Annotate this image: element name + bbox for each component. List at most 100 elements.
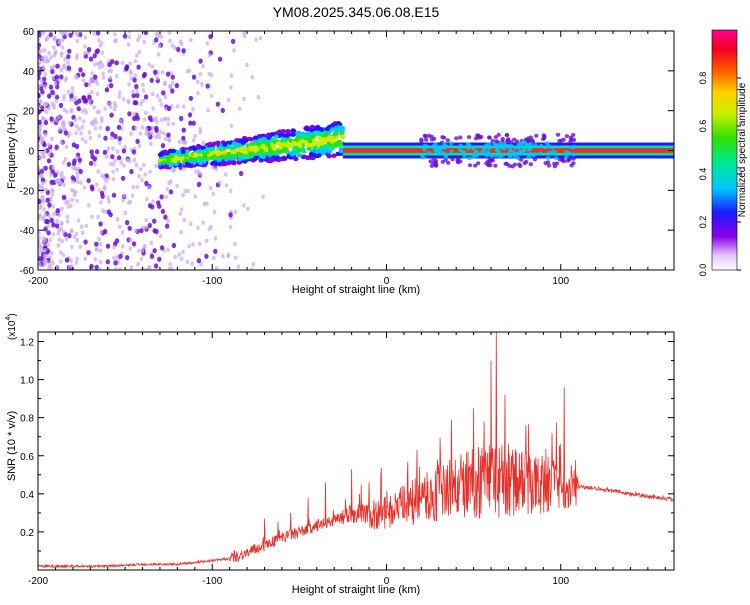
spectrogram-cell: [110, 154, 115, 160]
spectrogram-cell: [150, 91, 155, 97]
spectrogram-cell: [285, 143, 291, 149]
spectrogram-cell: [122, 33, 128, 39]
snr-multiplier-exponent: 4: [5, 317, 12, 321]
spectrogram-cell: [208, 34, 213, 40]
spectrogram-cell: [156, 34, 160, 39]
spectrogram-cell: [64, 200, 68, 206]
spectrogram-cell: [295, 131, 301, 136]
spectrogram-cell: [38, 252, 41, 258]
spectrogram-cell: [98, 43, 103, 48]
spectrogram-cell: [442, 145, 447, 150]
spectrogram-cell: [108, 104, 113, 110]
spectrogram-cell: [90, 186, 95, 192]
spectrogram-xlabel: Height of straight line (km): [292, 284, 420, 296]
spectrogram-cell: [147, 203, 153, 209]
spectrogram-cell: [144, 131, 148, 136]
spectrogram-cell: [153, 69, 158, 75]
spectrogram-cell: [171, 168, 175, 174]
spectrogram-cell: [54, 74, 60, 80]
spectrogram-cell: [532, 157, 538, 162]
spectrogram-cell: [41, 65, 46, 70]
spectrogram-cell: [135, 185, 140, 190]
snr-ytick-label: 0.6: [20, 452, 34, 463]
spectrogram-cell: [454, 136, 459, 141]
spectrogram-cell: [181, 140, 185, 145]
spectrogram-cell: [112, 245, 116, 250]
spectrogram-cell: [117, 140, 122, 146]
spectrogram-cell: [510, 164, 515, 169]
spectrogram-cell: [69, 107, 74, 113]
spectrogram-cell: [144, 180, 149, 186]
spectrogram-cell: [89, 90, 94, 95]
spectrogram-cell: [196, 91, 200, 96]
spectrogram-cell: [70, 86, 75, 91]
spectrogram-cell: [51, 260, 55, 266]
spectrogram-cell: [76, 179, 80, 185]
spectrogram-cell: [335, 151, 341, 157]
spectrogram-cell: [50, 69, 55, 75]
spectrogram-cell: [92, 31, 96, 36]
spectrogram-cell: [207, 53, 212, 58]
spectrogram-cell: [88, 160, 94, 166]
spectrogram-cell: [446, 160, 451, 165]
spectrogram-cell: [282, 156, 288, 161]
spectrogram-cell: [211, 191, 216, 197]
spectrogram-cell: [231, 161, 237, 166]
spectrogram-cell: [441, 151, 446, 156]
spectrogram-cell: [54, 179, 59, 184]
spectrogram-cell: [564, 134, 570, 139]
spectrogram-cell: [193, 133, 197, 139]
spectrogram-cell: [42, 253, 47, 258]
spectrogram-ytick-label: -40: [20, 226, 35, 237]
spectrogram-cell: [443, 157, 448, 162]
spectrogram-cell: [84, 223, 89, 228]
spectrogram-cell: [38, 119, 42, 125]
spectrogram-cell: [196, 79, 200, 85]
spectrogram-cell: [116, 124, 122, 130]
spectrogram-cell: [143, 31, 148, 36]
spectrogram-cell: [49, 55, 53, 60]
spectrogram-cell: [269, 132, 275, 137]
spectrogram-cell: [166, 247, 170, 253]
spectrogram-cell: [557, 139, 562, 143]
spectrogram-cell: [552, 150, 557, 154]
spectrogram-cell: [121, 148, 127, 154]
spectrogram-cell: [96, 169, 100, 174]
spectrogram-cell: [93, 162, 97, 167]
spectrogram-cell: [155, 119, 159, 125]
spectrogram-cell: [309, 142, 315, 148]
spectrogram-cell: [67, 233, 72, 239]
spectrogram-cell: [179, 41, 184, 47]
spectrogram-cell: [49, 217, 54, 223]
spectrogram-cell: [295, 136, 301, 141]
spectrogram-cell: [167, 266, 172, 270]
spectrogram-cell: [539, 143, 544, 148]
spectrogram-cell: [92, 62, 97, 67]
spectrogram-cell: [40, 140, 44, 145]
spectrogram-cell: [82, 98, 88, 104]
spectrogram-cell: [41, 116, 45, 121]
spectrogram-cell: [137, 49, 142, 55]
spectrogram-cell: [252, 135, 259, 140]
spectrogram-cell: [181, 48, 186, 54]
spectrogram-cell: [115, 254, 120, 259]
spectrogram-cell: [218, 147, 224, 152]
spectrogram-cell: [272, 146, 278, 151]
spectrogram-cell: [39, 204, 43, 209]
spectrogram-cell: [83, 35, 88, 40]
spectrogram-cell: [38, 155, 43, 160]
spectrogram-cell: [77, 127, 81, 132]
spectrogram-cell: [56, 243, 61, 248]
spectrogram-cell: [155, 93, 160, 99]
spectrogram-cell: [133, 228, 138, 234]
spectrogram-cell: [200, 145, 206, 151]
spectrogram-cell: [166, 116, 171, 122]
spectrogram-cell: [117, 224, 122, 229]
spectrogram-cell: [48, 237, 53, 243]
spectrogram-cell: [48, 84, 54, 90]
spectrogram-cell: [83, 50, 87, 56]
spectrogram-cell: [191, 106, 195, 112]
spectrogram-cell: [60, 38, 65, 43]
spectrogram-cell: [79, 180, 83, 185]
spectrogram-cell: [43, 120, 49, 126]
